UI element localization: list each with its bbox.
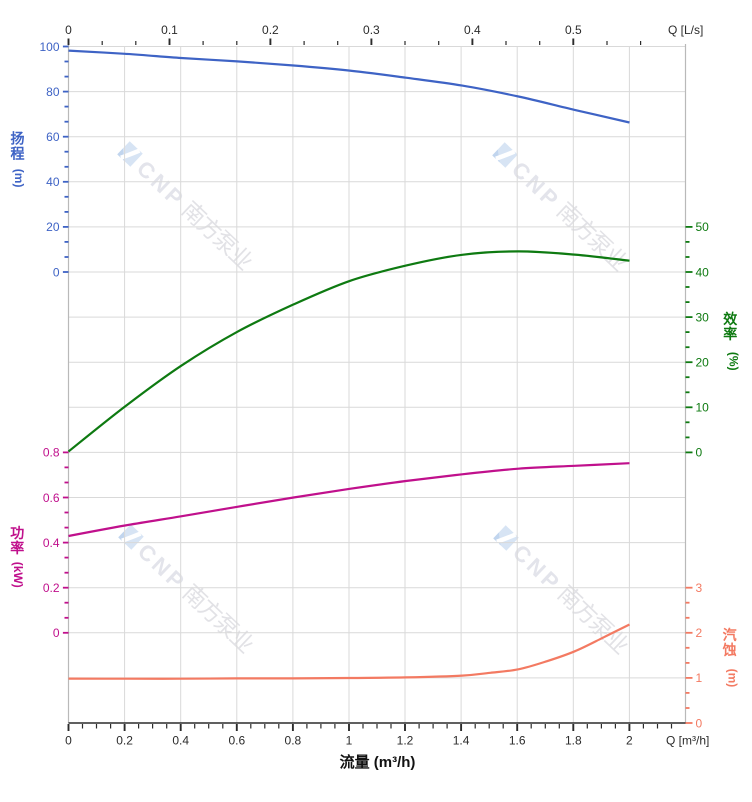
svg-text:0.8: 0.8 [285, 734, 302, 748]
svg-text:0.2: 0.2 [116, 734, 133, 748]
svg-text:蚀: 蚀 [722, 642, 737, 658]
svg-text:0.8: 0.8 [43, 446, 60, 460]
svg-text:50: 50 [696, 220, 710, 234]
svg-text:20: 20 [696, 356, 710, 370]
svg-text:0.2: 0.2 [43, 581, 60, 595]
svg-text:1: 1 [346, 734, 353, 748]
svg-text:功: 功 [10, 525, 24, 541]
svg-text:0: 0 [65, 734, 72, 748]
svg-text:率: 率 [723, 326, 737, 342]
svg-text:0: 0 [53, 626, 60, 640]
svg-text:40: 40 [696, 265, 710, 279]
svg-text:扬: 扬 [11, 131, 25, 147]
svg-text:0.5: 0.5 [565, 23, 582, 37]
svg-text:2: 2 [626, 734, 633, 748]
svg-text:Q [L/s]: Q [L/s] [668, 23, 703, 37]
svg-text:40: 40 [46, 175, 60, 189]
svg-text:程: 程 [11, 146, 25, 162]
svg-text:0.2: 0.2 [262, 23, 279, 37]
svg-text:60: 60 [46, 130, 60, 144]
svg-text:1.6: 1.6 [509, 734, 526, 748]
svg-text:0.4: 0.4 [43, 536, 60, 550]
svg-text:1: 1 [696, 671, 703, 685]
svg-text:0.4: 0.4 [464, 23, 481, 37]
svg-text:0: 0 [53, 265, 60, 279]
svg-text:30: 30 [696, 310, 710, 324]
svg-text:率: 率 [10, 540, 24, 556]
svg-text:0: 0 [65, 23, 72, 37]
svg-text:(m): (m) [725, 669, 739, 688]
svg-text:1.4: 1.4 [453, 734, 470, 748]
svg-text:效: 效 [723, 311, 738, 327]
svg-text:(%): (%) [727, 352, 741, 371]
svg-text:(m): (m) [12, 169, 26, 188]
svg-text:0.1: 0.1 [161, 23, 178, 37]
svg-text:0: 0 [696, 446, 703, 460]
svg-text:1.8: 1.8 [565, 734, 582, 748]
svg-text:0.6: 0.6 [228, 734, 245, 748]
svg-text:0.4: 0.4 [172, 734, 189, 748]
svg-text:3: 3 [696, 581, 703, 595]
svg-text:0: 0 [696, 716, 703, 730]
svg-text:(kW): (kW) [11, 562, 25, 588]
svg-text:80: 80 [46, 85, 60, 99]
svg-text:流量 (m³/h): 流量 (m³/h) [340, 753, 416, 771]
svg-text:100: 100 [39, 40, 59, 54]
svg-text:Q [m³/h]: Q [m³/h] [666, 734, 709, 748]
svg-text:汽: 汽 [723, 627, 737, 643]
svg-text:2: 2 [696, 626, 703, 640]
svg-text:0.3: 0.3 [363, 23, 380, 37]
svg-text:20: 20 [46, 220, 60, 234]
svg-text:1.2: 1.2 [397, 734, 414, 748]
svg-text:10: 10 [696, 401, 710, 415]
svg-text:0.6: 0.6 [43, 491, 60, 505]
